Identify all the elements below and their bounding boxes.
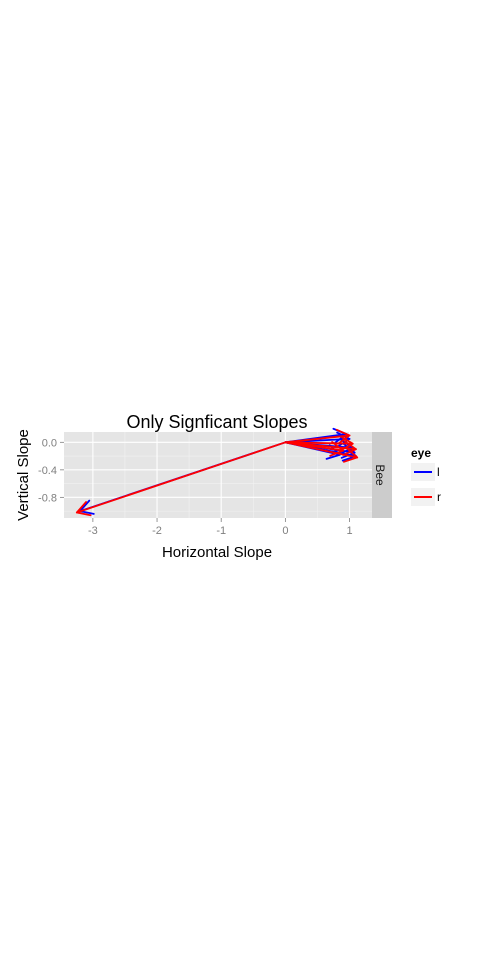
panel [64,427,372,518]
y-tick-label: -0.4 [38,465,57,477]
facet-strip-background [372,432,392,518]
facet-strip-label: Bee [373,464,387,486]
x-tick-label: -3 [88,525,98,537]
arrow-head [329,441,345,457]
arrow-marks [75,427,359,517]
arrow-shaft [75,441,287,514]
legend-items: lr [411,463,441,506]
y-axis: 0.0 -0.4 -0.8 [38,437,64,504]
x-tick-label: -2 [152,525,162,537]
legend-label: r [437,490,441,504]
chart-title: Only Signficant Slopes [126,412,307,432]
arrow-head [335,428,351,445]
y-axis-title: Vertical Slope [15,429,32,521]
arrow-head [343,447,359,463]
x-axis-title: Horizontal Slope [162,544,272,561]
arrow-shaft [284,441,345,452]
facet-strip: Bee [372,432,392,518]
series-r [75,428,359,517]
legend: eye lr [411,446,441,506]
x-tick-label: 0 [282,525,288,537]
arrow-shaft [284,434,351,444]
y-tick-label: -0.8 [38,492,57,504]
x-tick-label: 1 [346,525,352,537]
x-tick-label: -1 [216,525,226,537]
legend-label: l [437,465,440,479]
legend-title: eye [411,446,431,460]
y-tick-label: 0.0 [42,437,57,449]
arrow-head [75,501,92,517]
major-gridlines [64,432,372,518]
x-axis: -3 -2 -1 0 1 [88,518,353,537]
arrow-head [342,440,357,456]
